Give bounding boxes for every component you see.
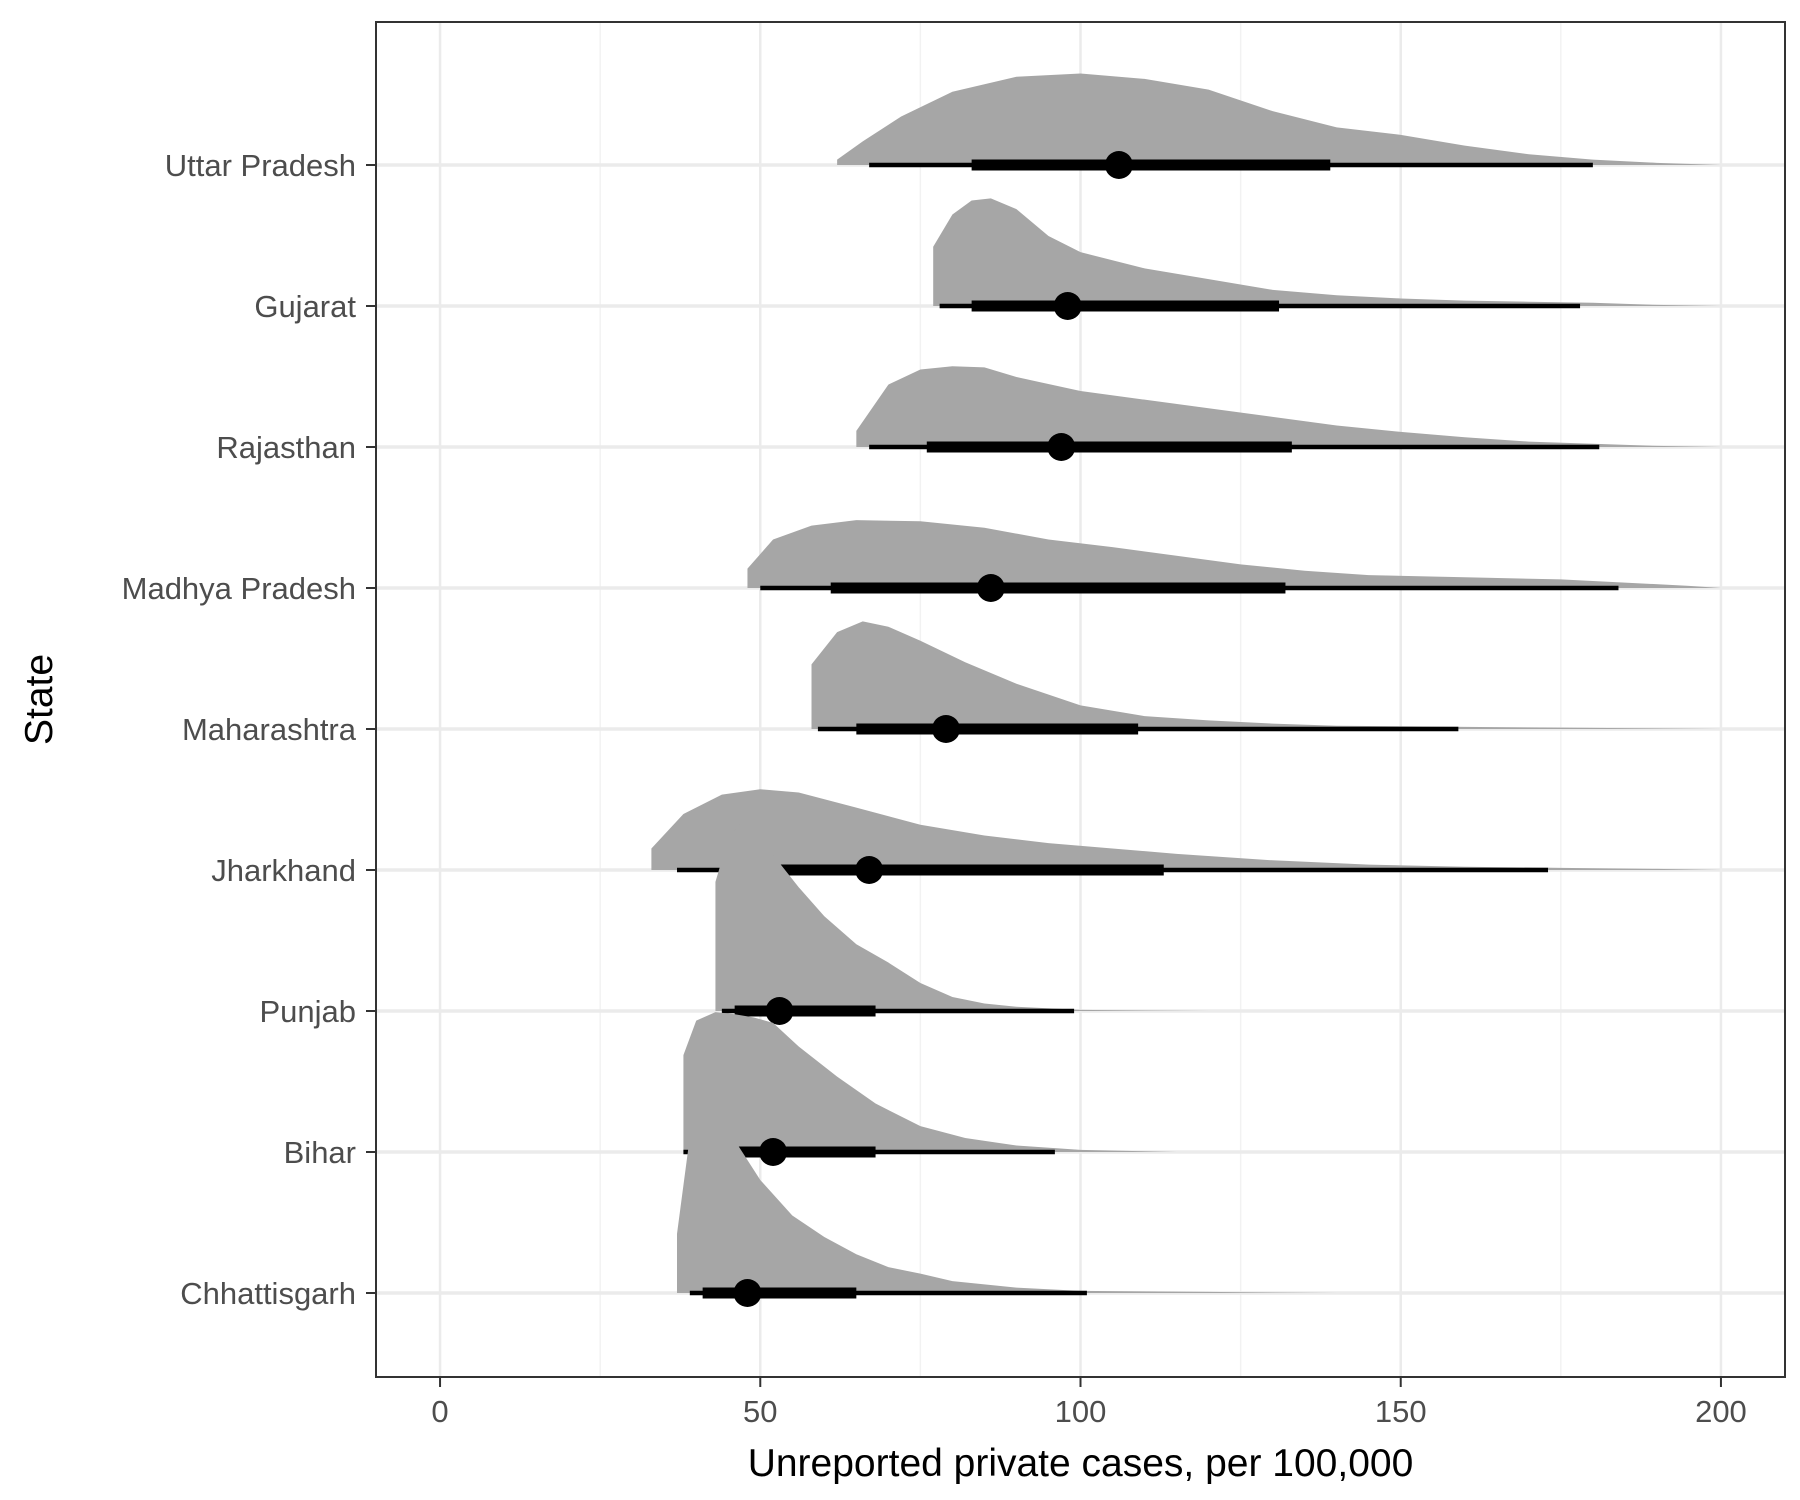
state-halfeye [837, 73, 1721, 179]
x-tick-label: 50 [743, 1394, 777, 1429]
density-slab [856, 366, 1721, 447]
state-halfeye [933, 198, 1721, 320]
state-halfeye [677, 1099, 1721, 1307]
axes: 0 50 100 150 200 Uttar Pradesh Gujarat Rajastha… [122, 148, 1747, 1429]
y-tick-label: Chhattisgarh [180, 1276, 356, 1311]
y-tick-label: Maharashtra [182, 712, 357, 747]
density-slab [651, 789, 1721, 870]
state-halfeye [856, 366, 1721, 461]
density-slab [933, 198, 1721, 306]
x-tick-label: 150 [1375, 1394, 1427, 1429]
density-slab [747, 520, 1721, 588]
median-point [855, 856, 884, 884]
median-point [765, 997, 794, 1025]
y-tick-label: Bihar [284, 1135, 356, 1170]
median-point [1053, 292, 1082, 320]
density-slab [683, 1012, 1721, 1152]
median-point [932, 715, 961, 743]
plot-marks [651, 73, 1721, 1307]
median-point [1047, 433, 1076, 461]
state-halfeye [747, 520, 1721, 602]
median-point [1104, 151, 1133, 179]
y-tick-label: Rajasthan [216, 430, 356, 465]
state-halfeye [811, 621, 1721, 743]
y-tick-label: Gujarat [254, 289, 356, 324]
y-axis-title: State [18, 654, 61, 745]
x-tick-label: 0 [431, 1394, 448, 1429]
x-axis-title: Unreported private cases, per 100,000 [748, 1442, 1414, 1485]
x-tick-label: 200 [1695, 1394, 1747, 1429]
density-slab [677, 1099, 1721, 1293]
y-tick-label: Madhya Pradesh [122, 571, 356, 606]
density-slab [715, 822, 1721, 1011]
state-halfeye [651, 789, 1721, 884]
median-point [976, 574, 1005, 602]
median-point [733, 1279, 762, 1307]
density-slab [837, 73, 1721, 165]
y-tick-label: Punjab [259, 994, 356, 1029]
y-tick-label: Uttar Pradesh [165, 148, 356, 183]
y-tick-label: Jharkhand [211, 853, 356, 888]
state-halfeye [715, 822, 1721, 1025]
median-point [759, 1138, 788, 1166]
x-tick-label: 100 [1055, 1394, 1107, 1429]
density-slab [811, 621, 1721, 729]
